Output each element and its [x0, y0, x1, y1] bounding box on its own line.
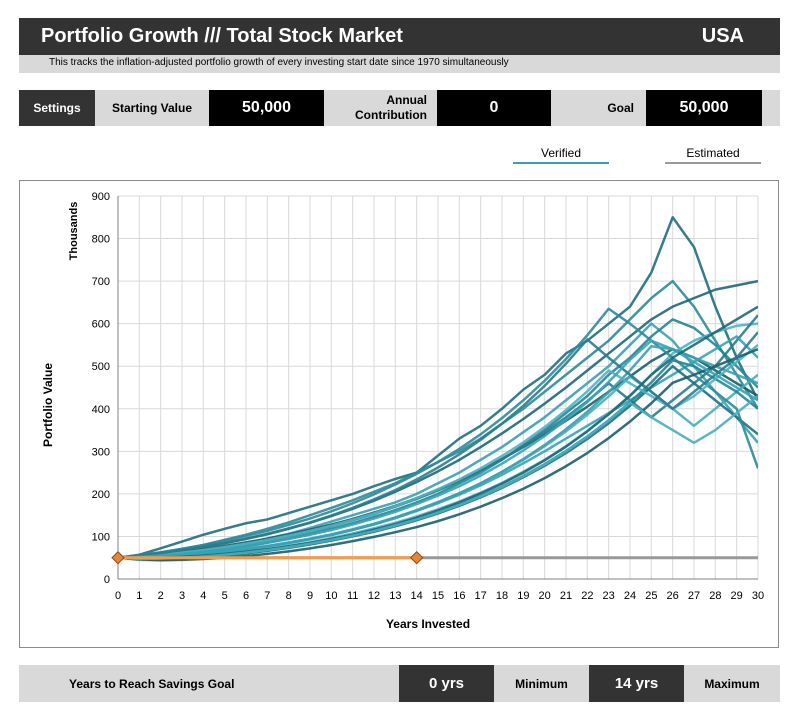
x-tick-label: 26: [667, 590, 679, 602]
x-tick-label: 14: [411, 590, 423, 602]
legend-verified-label: Verified: [540, 146, 582, 160]
subtitle-bar: This tracks the inflation-adjusted portf…: [19, 55, 780, 73]
y-tick-label: 700: [92, 276, 110, 288]
x-tick-label: 19: [517, 590, 529, 602]
legend-estimated-swatch: [665, 162, 761, 164]
x-tick-label: 27: [688, 590, 700, 602]
annual-contribution-field[interactable]: 0: [437, 90, 551, 126]
x-tick-label: 9: [307, 590, 313, 602]
y-tick-label: 0: [104, 574, 110, 586]
x-tick-label: 0: [115, 590, 121, 602]
y-tick-label: 800: [92, 234, 110, 246]
x-tick-label: 10: [325, 590, 337, 602]
x-tick-label: 2: [158, 590, 164, 602]
x-tick-label: 1: [136, 590, 142, 602]
y-axis-title: Portfolio Value: [41, 363, 55, 447]
x-tick-label: 29: [731, 590, 743, 602]
goal-field[interactable]: 50,000: [646, 90, 762, 126]
y-tick-label: 100: [92, 531, 110, 543]
x-axis-title: Years Invested: [386, 617, 470, 631]
x-tick-label: 13: [389, 590, 401, 602]
controls-end-cap: [762, 90, 780, 126]
x-tick-label: 23: [603, 590, 615, 602]
x-tick-label: 24: [624, 590, 636, 602]
y-tick-label: 500: [92, 361, 110, 373]
maximum-label: Maximum: [684, 665, 780, 702]
x-tick-label: 16: [453, 590, 465, 602]
title-bar: Portfolio Growth /// Total Stock Market …: [19, 18, 780, 55]
x-tick-label: 30: [752, 590, 764, 602]
goal-marker: [409, 551, 424, 565]
x-tick-label: 12: [368, 590, 380, 602]
x-tick-label: 7: [264, 590, 270, 602]
minimum-label: Minimum: [494, 665, 589, 702]
portfolio-growth-chart: 0 1 2 3 4 5 6 7 8 9 10 11 12 13 14 15 16 17 18 19 20 21 22 23 24…: [41, 191, 764, 631]
minimum-years-value: 0 yrs: [399, 665, 494, 702]
legend-verified: Verified: [513, 146, 609, 164]
starting-value-label: Starting Value: [95, 90, 209, 126]
series-line: [118, 216, 758, 559]
x-tick-label: 25: [645, 590, 657, 602]
country-label: USA: [701, 25, 744, 47]
legend-estimated-label: Estimated: [686, 146, 740, 160]
series-line: [118, 339, 758, 559]
x-tick-label: 6: [243, 590, 249, 602]
starting-value-field[interactable]: 50,000: [209, 90, 324, 126]
x-tick-label: 8: [286, 590, 292, 602]
series-line: [118, 395, 758, 561]
x-tick-label: 22: [581, 590, 593, 602]
y-tick-label: 400: [92, 404, 110, 416]
x-tick-label: 28: [709, 590, 721, 602]
page-subtitle: This tracks the inflation-adjusted portf…: [49, 57, 509, 68]
x-tick-label: 5: [222, 590, 228, 602]
goal-marker: [111, 551, 125, 565]
chart-frame: 0 1 2 3 4 5 6 7 8 9 10 11 12 13 14 15 16 17 18 19 20 21 22 23 24…: [19, 180, 779, 648]
legend-verified-swatch: [513, 162, 609, 164]
settings-button[interactable]: Settings: [19, 90, 95, 126]
x-tick-label: 11: [347, 590, 358, 602]
legend-estimated: Estimated: [665, 146, 761, 164]
y-tick-label: 300: [92, 446, 110, 458]
x-tick-label: 3: [179, 590, 185, 602]
footer-label: Years to Reach Savings Goal: [19, 665, 399, 702]
x-tick-label: 17: [475, 590, 487, 602]
x-tick-label: 21: [560, 590, 572, 602]
y-unit-label: Thousands: [68, 202, 80, 261]
annual-contribution-label: Annual Contribution: [324, 90, 437, 126]
x-tick-label: 18: [496, 590, 508, 602]
y-tick-label: 200: [92, 489, 110, 501]
x-tick-label: 15: [432, 590, 444, 602]
series-line: [118, 343, 758, 559]
x-tick-label: 4: [200, 590, 206, 602]
goal-label: Goal: [551, 90, 646, 126]
y-tick-label: 900: [92, 191, 110, 203]
page-title: Portfolio Growth /// Total Stock Market: [41, 25, 403, 47]
series-line: [118, 344, 758, 559]
series-line: [118, 331, 758, 559]
x-tick-label: 20: [539, 590, 551, 602]
y-tick-label: 600: [92, 319, 110, 331]
maximum-years-value: 14 yrs: [589, 665, 684, 702]
